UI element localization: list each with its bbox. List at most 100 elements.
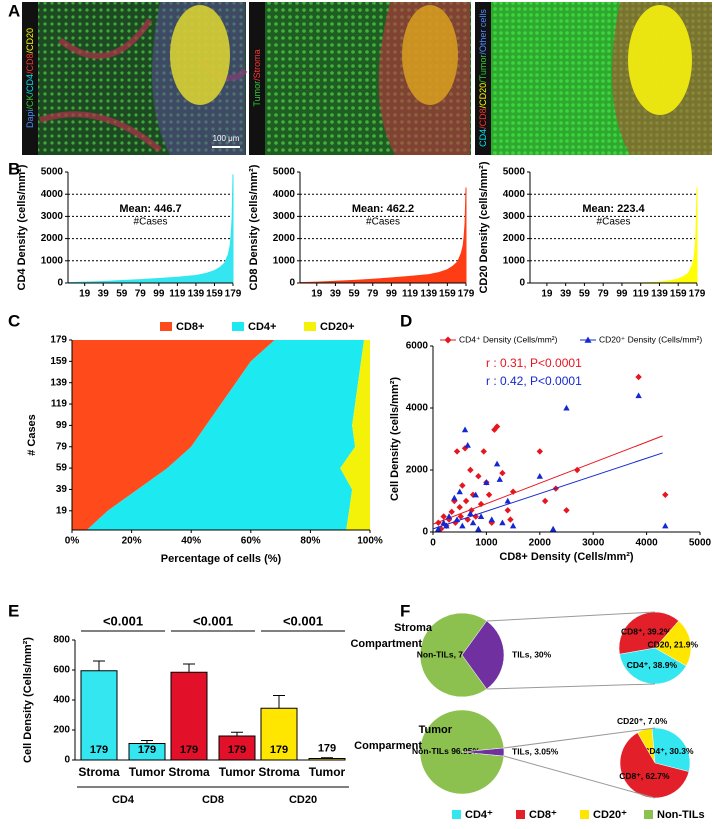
scatter-point — [456, 488, 463, 495]
x-tick-label: 119 — [633, 289, 650, 300]
lymphoid-region — [170, 5, 230, 105]
annotation: r : 0.31, P<0.0001 — [486, 356, 582, 370]
p-value: <0.001 — [103, 613, 143, 628]
x-axis-label: CD8+ Density (Cells/mm²) — [499, 551, 634, 563]
scatter-point — [457, 513, 464, 520]
scatter-point — [440, 519, 447, 526]
y-tick-label: 600 — [53, 665, 70, 676]
slice-label: CD4⁺, 30.3% — [643, 746, 694, 756]
image-label: CD4/CD8/CD20/Tumor/Other cells — [478, 9, 488, 147]
x-tick-label: 100% — [357, 536, 383, 547]
x-tick-label: 39 — [330, 289, 342, 300]
scatter-point — [467, 510, 474, 516]
scatter-point — [459, 482, 466, 489]
x-axis-label: Percentage of cells (%) — [161, 553, 282, 565]
x-tick-label: Stroma — [168, 765, 210, 779]
y-tick-label: 1000 — [503, 255, 526, 266]
scatter-point — [563, 404, 570, 411]
x-tick-label: 139 — [651, 289, 668, 300]
row-label: Stroma — [394, 622, 433, 634]
image-label-part: /CD20 — [25, 28, 35, 54]
scatter-point — [541, 497, 549, 505]
n-label: 179 — [228, 744, 246, 756]
legend-label: CD8⁺ — [529, 809, 557, 821]
y-tick-label: 2000 — [406, 465, 429, 476]
y-tick-label: 119 — [51, 399, 68, 410]
y-axis-label: CD8 Density (cells/mm²) — [248, 164, 260, 290]
x-tick-label: 60% — [241, 536, 261, 547]
scatter-point — [475, 525, 482, 532]
x-tick-label: 20% — [122, 536, 142, 547]
scatter-point — [462, 497, 470, 505]
scatter-point — [448, 508, 455, 516]
slice-label: TILs, 3.05% — [512, 746, 559, 756]
y-tick-label: 5000 — [273, 167, 296, 178]
x-tick-label: 39 — [98, 289, 110, 300]
scatter-point — [563, 507, 570, 514]
pie-slice — [419, 709, 505, 795]
y-tick-label: 0 — [519, 278, 525, 289]
scatter-point — [435, 525, 442, 532]
p-value: <0.001 — [283, 613, 323, 628]
scatter-point — [573, 466, 581, 474]
scatter-point — [451, 494, 458, 501]
bar — [80, 670, 118, 761]
area — [530, 187, 698, 284]
image-label-part: /CD8 — [478, 108, 488, 129]
x-tick-label: 79 — [598, 289, 610, 300]
slice-label: CD20, 21.9% — [647, 639, 698, 649]
scatter-point — [475, 473, 482, 480]
image-label-part: /CD20 — [478, 83, 488, 109]
panel-label: B — [8, 159, 20, 178]
legend-swatch — [516, 810, 525, 819]
scatter-point — [453, 448, 461, 455]
scatter-point — [452, 519, 459, 526]
legend-swatch — [452, 810, 461, 819]
y-tick-label: 200 — [53, 725, 70, 736]
group-label: CD4 — [112, 794, 135, 806]
n-label: 179 — [318, 742, 336, 754]
x-tick-label: Stroma — [258, 765, 300, 779]
slice-label: CD8⁺, 39.2% — [621, 627, 672, 637]
trend-line — [432, 452, 663, 530]
y-tick-label: 4000 — [273, 189, 296, 200]
annotation: Mean: 446.7 — [119, 203, 181, 215]
scale-bar-label: 100 μm — [213, 134, 240, 143]
image-label-part: Tumor — [252, 81, 262, 107]
x-tick-label: 19 — [311, 289, 323, 300]
slice-label: CD20⁺, 7.0% — [617, 716, 668, 726]
bar — [260, 707, 298, 761]
x-tick-label: 179 — [225, 289, 242, 300]
group-label: CD8 — [202, 794, 224, 806]
slice-label: CD8⁺, 62.7% — [619, 771, 670, 781]
y-tick-label: 5000 — [41, 167, 64, 178]
x-axis-label: #Cases — [366, 217, 400, 228]
y-tick-label: 0 — [64, 755, 70, 766]
x-tick-label: 119 — [402, 289, 419, 300]
row-label: Comparment — [354, 740, 422, 752]
connector — [503, 755, 656, 799]
p-value: <0.001 — [193, 613, 233, 628]
x-tick-label: 79 — [367, 289, 379, 300]
microscopy-images: 100 μm — [22, 2, 712, 155]
x-tick-label: 59 — [349, 289, 361, 300]
x-tick-label: 159 — [670, 289, 687, 300]
legend-label: Non-TILs — [657, 809, 705, 821]
y-tick-label: 159 — [50, 356, 67, 367]
y-tick-label: 1000 — [41, 255, 64, 266]
legend-swatch — [160, 322, 172, 331]
x-tick-label: 39 — [560, 289, 572, 300]
lymphoid-region — [628, 5, 692, 115]
lymphoid-region — [402, 5, 458, 105]
y-tick-label: 4000 — [406, 403, 429, 414]
x-tick-label: Stroma — [78, 765, 120, 779]
scatter-point — [635, 373, 642, 381]
x-tick-label: 139 — [188, 289, 205, 300]
slice-label: TILs, 30% — [512, 649, 552, 659]
x-tick-label: 19 — [541, 289, 553, 300]
pie-slice — [651, 727, 691, 772]
scatter-point — [662, 522, 669, 529]
y-tick-label: 2000 — [503, 233, 526, 244]
image-label-part: /Other cells — [478, 9, 488, 55]
scatter-point — [496, 476, 503, 482]
